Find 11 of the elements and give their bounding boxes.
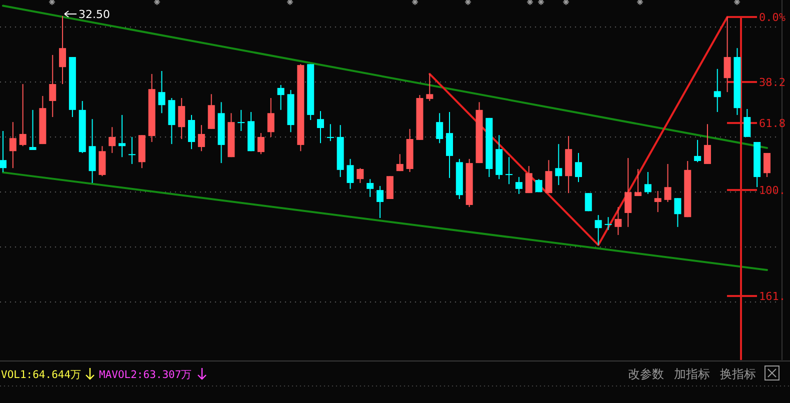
text: 改参数 xyxy=(628,367,664,381)
annotation: 0.0% xyxy=(759,11,786,24)
annotation: 61.8 xyxy=(759,117,786,130)
annotation: 38.2 xyxy=(759,76,786,89)
annotation: 100. xyxy=(759,184,786,197)
text: MAVOL2:63.307万 xyxy=(99,369,192,381)
text: 加指标 xyxy=(674,367,710,381)
text: 161. xyxy=(759,290,786,303)
text: VOL1:64.644万 xyxy=(1,369,82,381)
text: 换指标 xyxy=(720,367,756,381)
annotation: 32.50 xyxy=(78,8,110,22)
